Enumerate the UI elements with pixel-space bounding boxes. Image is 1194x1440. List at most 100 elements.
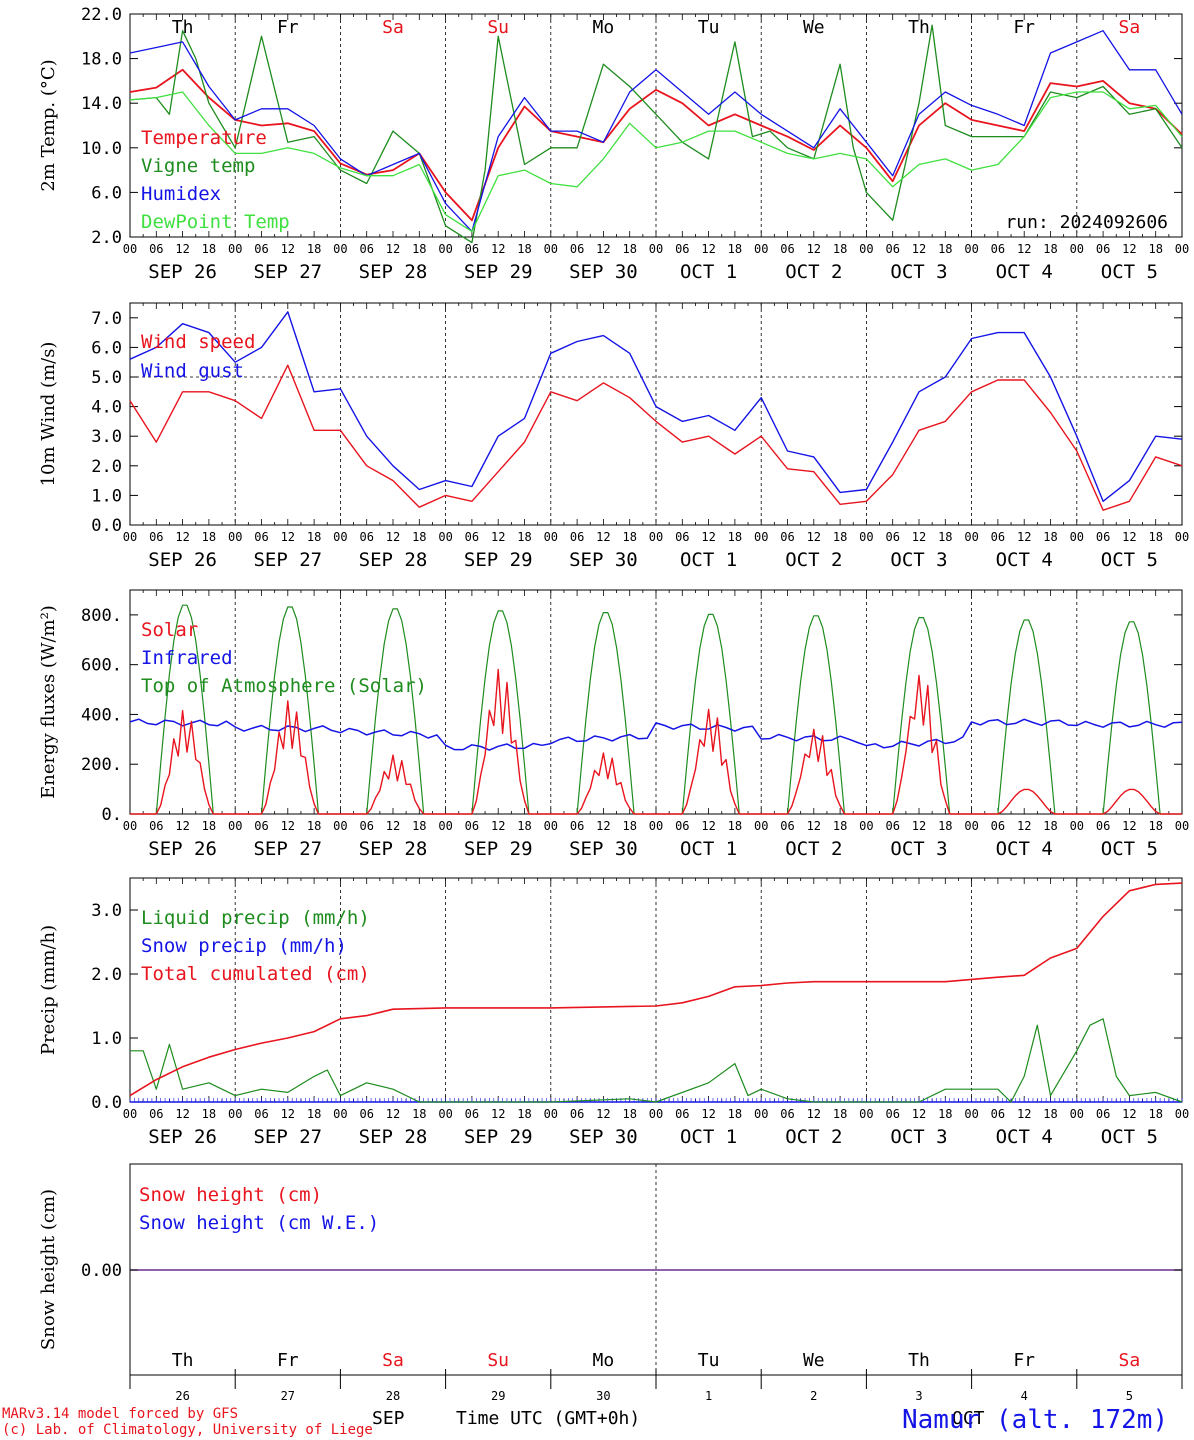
hour-label: 00 — [123, 530, 137, 544]
y-tick-label: 6.0 — [91, 338, 122, 358]
date-label: OCT 2 — [785, 549, 842, 571]
hour-label: 00 — [333, 530, 347, 544]
day-number: 3 — [915, 1389, 922, 1403]
date-label: SEP 27 — [253, 838, 322, 860]
hour-label: 06 — [991, 1107, 1005, 1121]
hour-label: 12 — [281, 1107, 295, 1121]
date-label: SEP 27 — [253, 1126, 322, 1148]
date-label: SEP 26 — [148, 838, 217, 860]
series-green — [129, 24, 1183, 244]
hour-label: 12 — [912, 1107, 926, 1121]
day-number: 28 — [386, 1389, 400, 1403]
date-label: SEP 30 — [569, 549, 638, 571]
hour-label: 06 — [570, 1107, 584, 1121]
date-label: OCT 1 — [680, 261, 737, 283]
date-label: OCT 1 — [680, 549, 737, 571]
legend-lightgreen: DewPoint Temp — [141, 211, 290, 233]
hour-label: 12 — [1017, 530, 1031, 544]
y-tick-label: 6.0 — [91, 183, 122, 203]
date-label: SEP 28 — [359, 261, 428, 283]
hour-label: 18 — [307, 819, 321, 833]
day-label: Su — [487, 1350, 509, 1371]
footer-model: MARv3.14 model forced by GFS — [2, 1406, 238, 1422]
legend-red: Total cumulated (cm) — [141, 963, 370, 985]
date-label: OCT 5 — [1101, 549, 1158, 571]
date-label: OCT 2 — [785, 261, 842, 283]
panel-3: 00 06 12 18 00 06 12 18 00 06 12 18 00 06 12 18 00 06 12 18… — [38, 589, 1189, 860]
hour-label: 06 — [254, 530, 268, 544]
hour-label: 18 — [202, 819, 216, 833]
y-tick-label: 0. — [102, 805, 122, 825]
hour-label: 12 — [596, 1107, 610, 1121]
date-label: SEP 29 — [464, 261, 533, 283]
series-liquid-precip — [130, 1018, 1183, 1103]
hour-label: 06 — [1096, 1107, 1110, 1121]
hour-label: 00 — [123, 242, 137, 256]
hour-label: 12 — [807, 819, 821, 833]
series-infrared — [129, 718, 1183, 751]
hour-label: 12 — [912, 819, 926, 833]
hour-label: 12 — [491, 530, 505, 544]
date-label: SEP 27 — [253, 261, 322, 283]
y-axis-label: Energy fluxes (W/m²) — [38, 605, 59, 799]
hour-label: 18 — [1148, 1107, 1162, 1121]
y-tick-label: 400. — [81, 705, 122, 725]
hour-label: 12 — [1017, 242, 1031, 256]
hour-label: 18 — [728, 242, 742, 256]
day-label: Mo — [593, 1350, 615, 1371]
hour-label: 00 — [544, 819, 558, 833]
hour-label: 12 — [491, 242, 505, 256]
day-label: Tu — [698, 17, 720, 38]
hour-label: 00 — [544, 1107, 558, 1121]
hour-label: 00 — [964, 1107, 978, 1121]
hour-label: 00 — [333, 819, 347, 833]
day-label: Th — [172, 17, 194, 38]
hour-label: 18 — [938, 1107, 952, 1121]
day-label: Fr — [277, 1350, 299, 1371]
day-label: Mo — [593, 17, 615, 38]
legend-green: Liquid precip (mm/h) — [141, 907, 370, 929]
hour-label: 00 — [438, 1107, 452, 1121]
legend-blue: Snow height (cm W.E.) — [139, 1212, 379, 1234]
hour-label: 12 — [175, 1107, 189, 1121]
y-tick-label: 5.0 — [91, 368, 122, 388]
hour-label: 00 — [649, 530, 663, 544]
legend-green: Top of Atmosphere (Solar) — [141, 675, 427, 697]
hour-label: 18 — [202, 530, 216, 544]
date-label: SEP 30 — [569, 1126, 638, 1148]
hour-label: 06 — [359, 1107, 373, 1121]
hour-label: 18 — [517, 242, 531, 256]
panel-4: 00 06 12 18 00 06 12 18 00 06 12 18 00 06 12 18 00 06 12 18… — [38, 877, 1189, 1148]
footer-location: Namur (alt. 172m) — [902, 1405, 1168, 1435]
panel-1: 00 06 12 18 00 06 12 18 00 06 12 18 00 06 12 18 00 06 12 18… — [38, 5, 1189, 283]
hour-label: 00 — [754, 242, 768, 256]
date-label: SEP 27 — [253, 549, 322, 571]
hour-label: 18 — [307, 1107, 321, 1121]
hour-label: 12 — [1122, 1107, 1136, 1121]
date-label: OCT 5 — [1101, 261, 1158, 283]
hour-label: 06 — [465, 530, 479, 544]
hour-label: 18 — [833, 819, 847, 833]
day-label: Sa — [382, 1350, 404, 1371]
y-tick-label: 0.0 — [91, 1093, 122, 1113]
date-label: OCT 3 — [890, 838, 947, 860]
legend-green: Vigne temp — [141, 155, 255, 177]
panel-5: Snow height (cm) 0.00 Snow height (cm) Snow… — [38, 1163, 1183, 1403]
y-tick-label: 1.0 — [91, 486, 122, 506]
series-red — [129, 364, 1183, 511]
y-tick-label: 7.0 — [91, 309, 122, 329]
hour-label: 12 — [807, 1107, 821, 1121]
hour-label: 06 — [991, 819, 1005, 833]
day-label: Th — [172, 1350, 194, 1371]
date-label: SEP 29 — [464, 549, 533, 571]
hour-label: 18 — [412, 530, 426, 544]
day-number: 5 — [1126, 1389, 1133, 1403]
hour-label: 12 — [701, 242, 715, 256]
y-axis-label: Precip (mm/h) — [38, 925, 59, 1055]
hour-label: 00 — [649, 819, 663, 833]
hour-label: 06 — [675, 242, 689, 256]
hour-label: 00 — [228, 819, 242, 833]
hour-label: 18 — [622, 819, 636, 833]
hour-label: 06 — [149, 819, 163, 833]
